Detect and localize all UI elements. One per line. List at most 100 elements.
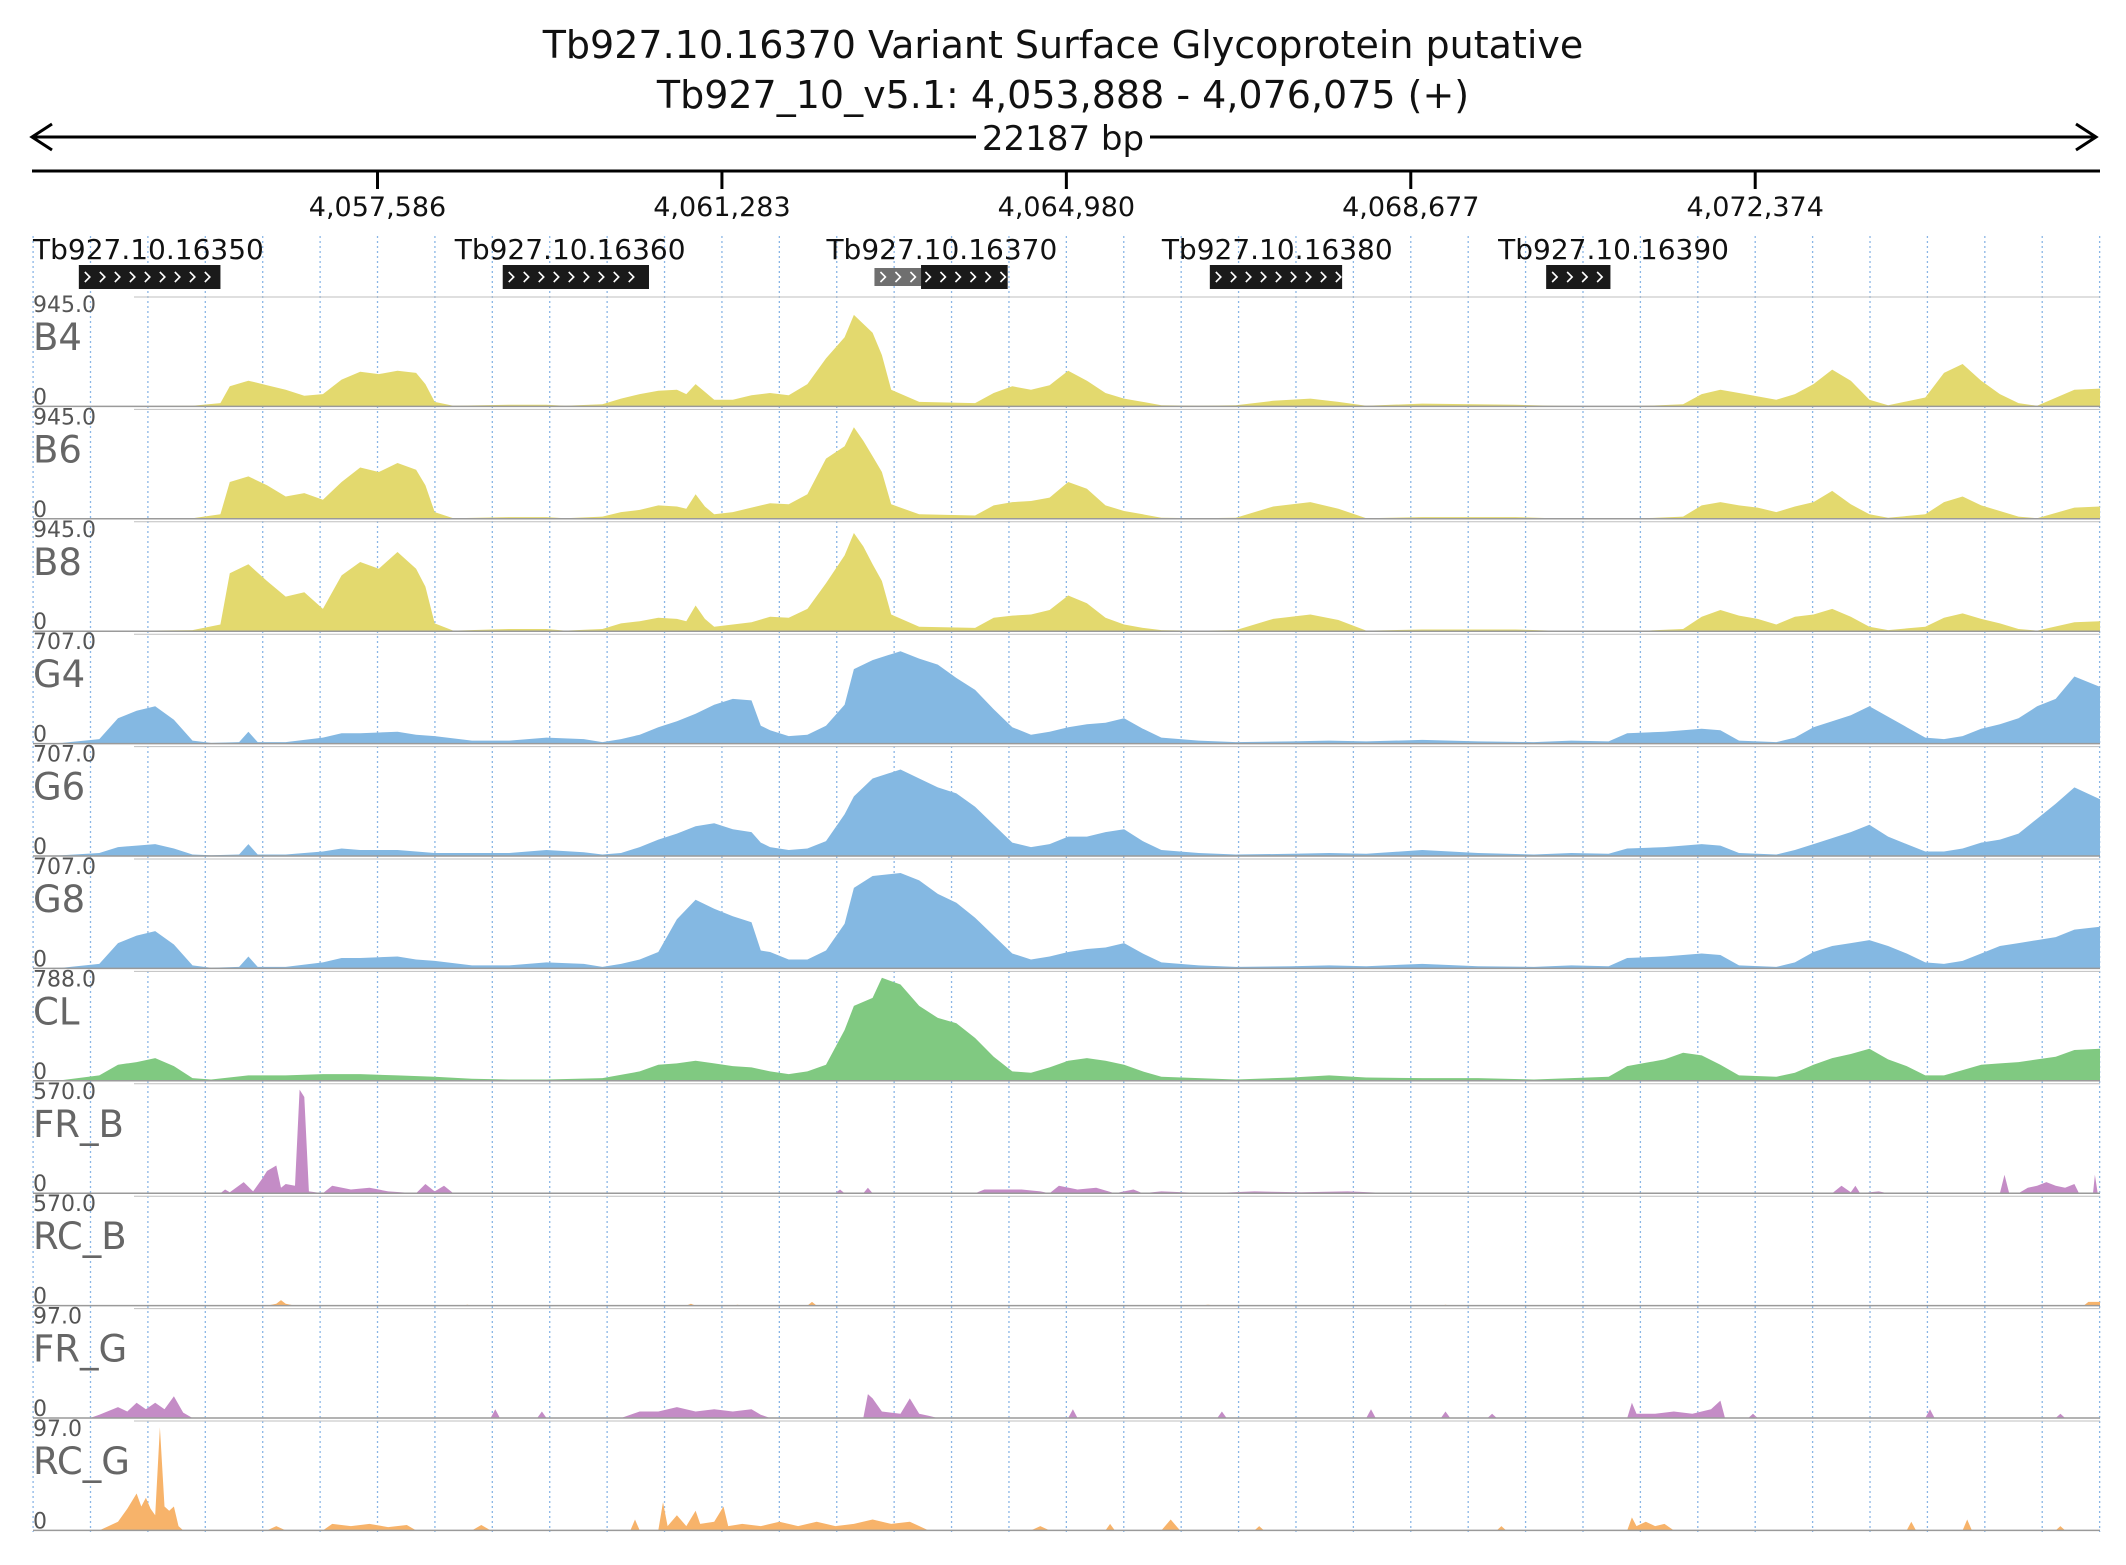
strand-chevron-icon [1335, 271, 1342, 283]
track-name: FR_B [33, 1103, 124, 1146]
track-ymin-label: 0 [33, 835, 47, 860]
coverage-area [33, 427, 2100, 519]
strand-chevron-icon [1245, 271, 1252, 283]
coverage-area [33, 533, 2100, 632]
strand-chevron-icon [1260, 271, 1267, 283]
axis-tick-label: 4,068,677 [1342, 192, 1479, 223]
axis-tick-label: 4,057,586 [309, 192, 446, 223]
chart-subtitle-region: Tb927_10_v5.1: 4,053,888 - 4,076,075 (+) [656, 73, 1469, 117]
gene-cds-box[interactable] [921, 265, 1008, 289]
coverage-area [33, 651, 2100, 744]
track-name: FR_G [33, 1328, 127, 1371]
strand-chevron-icon [613, 271, 620, 283]
strand-chevron-icon [174, 271, 181, 283]
track-b4: 945.0B4 0 [33, 293, 2100, 410]
track-ymax-label: 788.0 [33, 967, 96, 992]
gene-label[interactable]: Tb927.10.16370 [825, 233, 1057, 266]
axis-tick-label: 4,061,283 [653, 192, 790, 223]
track-ymax-label: 945.0 [33, 293, 96, 318]
track-name: CL [33, 990, 80, 1033]
strand-chevron-icon [1596, 271, 1604, 283]
strand-chevron-icon [99, 271, 106, 283]
strand-chevron-icon [204, 271, 211, 283]
coverage-area [33, 769, 2100, 856]
track-ymin-label: 0 [33, 723, 47, 748]
chart-title: Tb927.10.16370 Variant Surface Glycoprot… [542, 23, 1584, 67]
strand-chevron-icon [523, 271, 530, 283]
gene-label[interactable]: Tb927.10.16380 [1161, 233, 1393, 266]
track-name: RC_B [33, 1215, 127, 1258]
strand-chevron-icon [1305, 271, 1312, 283]
track-g6: 707.0G6 0 [33, 743, 2100, 860]
track-ymax-label: 97.0 [33, 1417, 82, 1442]
coverage-area [33, 977, 2100, 1081]
strand-chevron-icon [84, 271, 91, 283]
coordinate-axis-ticks: 4,057,586 4,061,283 4,064,980 4,068,677 4,07… [309, 171, 1824, 223]
track-name: B8 [33, 541, 82, 584]
track-name: G4 [33, 653, 85, 696]
strand-chevron-icon [598, 271, 605, 283]
strand-chevron-icon [999, 271, 1007, 283]
strand-chevron-icon [189, 271, 196, 283]
strand-chevron-icon [583, 271, 590, 283]
strand-chevron-icon [129, 271, 136, 283]
strand-chevron-icon [159, 271, 166, 283]
strand-chevron-icon [1275, 271, 1282, 283]
strand-chevron-icon [1320, 271, 1327, 283]
track-ymin-label: 0 [33, 610, 47, 635]
span-label: 22187 bp [982, 119, 1144, 159]
span-arrow-right-icon [2075, 122, 2099, 152]
strand-chevron-icon [1230, 271, 1237, 283]
track-name: G8 [33, 878, 85, 921]
coverage-area [33, 314, 2100, 407]
strand-chevron-icon [628, 271, 635, 283]
track-ymin-label: 0 [33, 1397, 47, 1422]
track-ymin-label: 0 [33, 1060, 47, 1085]
track-fr-g: 97.0FR_G 0 [33, 1305, 2100, 1422]
gene-cds-box[interactable] [1546, 265, 1611, 289]
coverage-area [33, 873, 2100, 969]
strand-chevron-icon [508, 271, 515, 283]
track-ymax-label: 707.0 [33, 743, 96, 768]
span-ruler: 22187 bp [29, 119, 2099, 159]
track-ymin-label: 0 [33, 947, 47, 972]
strand-chevron-icon [1290, 271, 1297, 283]
strand-chevron-icon [1551, 271, 1559, 283]
gene-cds-box[interactable] [1209, 265, 1343, 289]
track-g8: 707.0G8 0 [33, 855, 2100, 972]
strand-chevron-icon [1581, 271, 1589, 283]
vertical-gridlines [32, 236, 2101, 1532]
strand-chevron-icon [568, 271, 575, 283]
track-g4: 707.0G4 0 [33, 630, 2100, 748]
track-rc-g: 97.0RC_G 0 [33, 1417, 2100, 1534]
strand-chevron-icon [144, 271, 151, 283]
track-ymax-label: 570.0 [33, 1080, 96, 1105]
track-name: RC_G [33, 1440, 130, 1483]
strand-chevron-icon [909, 271, 917, 283]
track-name: B4 [33, 316, 82, 359]
gene-label[interactable]: Tb927.10.16350 [32, 233, 264, 266]
track-ymin-label: 0 [33, 1509, 47, 1534]
axis-tick-label: 4,072,374 [1686, 192, 1823, 223]
track-b8: 945.0B8 0 [33, 518, 2100, 635]
gene-utr-box[interactable] [874, 268, 922, 286]
strand-chevron-icon [1215, 271, 1222, 283]
track-ymin-label: 0 [33, 1285, 47, 1310]
track-b6: 945.0B6 0 [33, 405, 2100, 523]
gene-cds-box[interactable] [502, 265, 649, 289]
strand-chevron-icon [879, 271, 887, 283]
gene-label[interactable]: Tb927.10.16390 [1497, 233, 1729, 266]
track-ymin-label: 0 [33, 1172, 47, 1197]
gene-label[interactable]: Tb927.10.16360 [454, 233, 686, 266]
track-ymin-label: 0 [33, 385, 47, 410]
track-ymax-label: 707.0 [33, 855, 96, 880]
gene-track: Tb927.10.16350 Tb927.10.16360 Tb927.10.163… [32, 233, 1729, 289]
strand-chevron-icon [954, 271, 962, 283]
track-ymax-label: 945.0 [33, 518, 96, 543]
track-cl: 788.0CL 0 [33, 967, 2100, 1085]
track-ymax-label: 945.0 [33, 405, 96, 430]
strand-chevron-icon [939, 271, 947, 283]
strand-chevron-icon [924, 271, 932, 283]
